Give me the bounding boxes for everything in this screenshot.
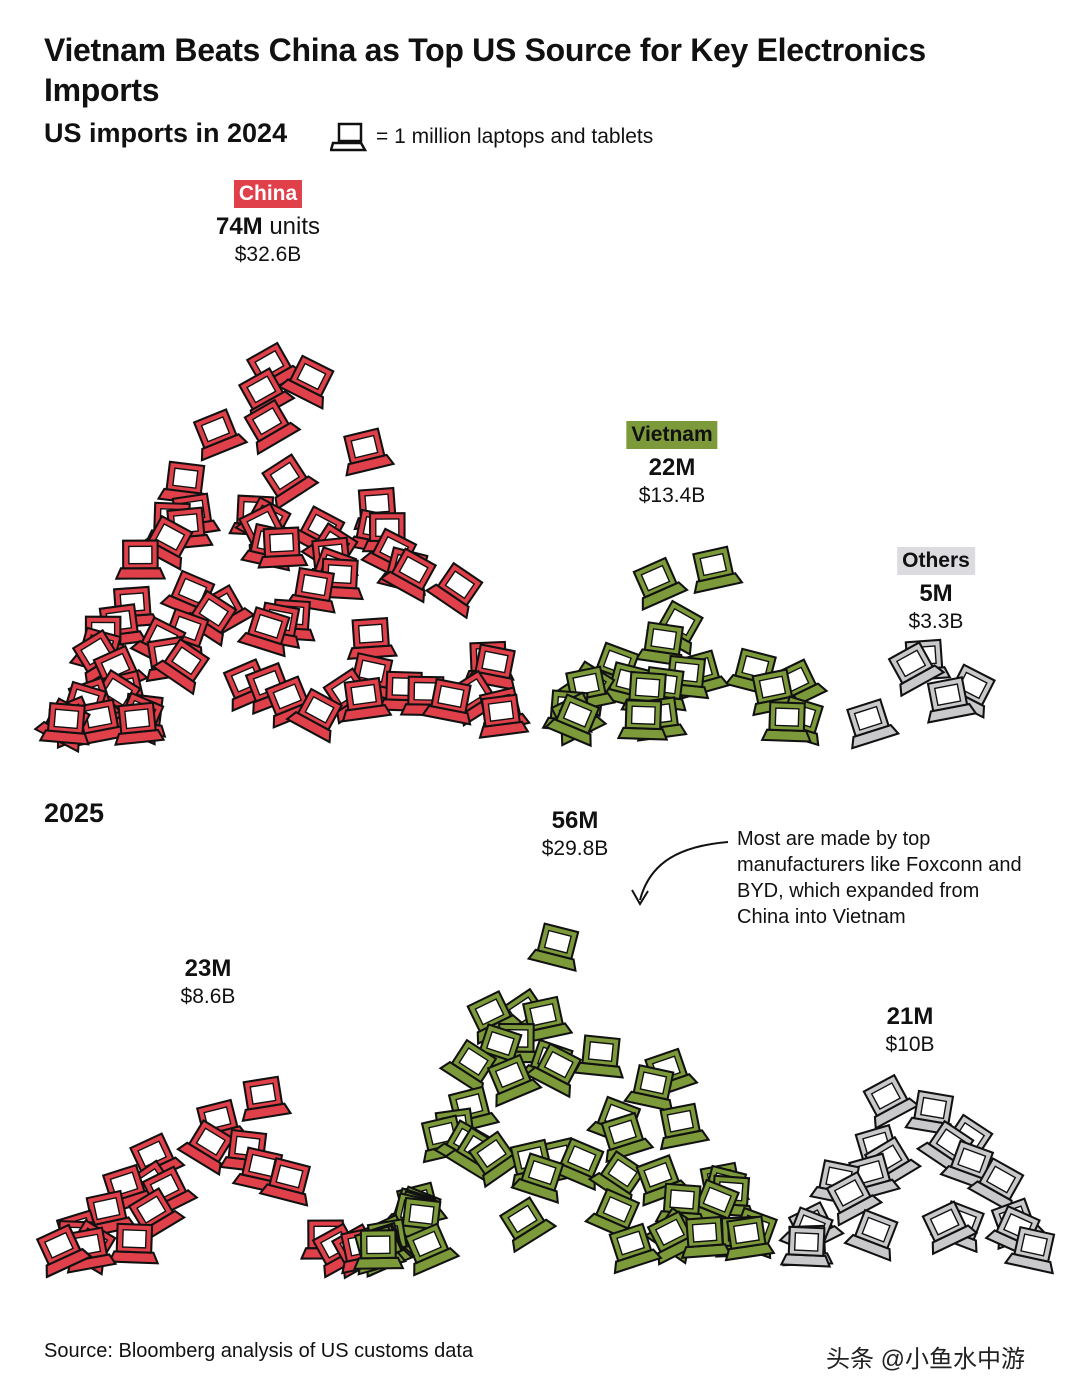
watermark: 头条 @小鱼水中游 bbox=[826, 1346, 1026, 1373]
units-2025-vietnam: 56M bbox=[551, 807, 599, 834]
laptop-others-2024-2 bbox=[887, 641, 946, 698]
tag-vietnam: Vietnam bbox=[626, 421, 718, 449]
laptop-vietnam-2024-21 bbox=[616, 699, 669, 741]
laptop-china-2024-48 bbox=[151, 637, 211, 696]
laptop-icon bbox=[330, 122, 368, 152]
year-2025-label: 2025 bbox=[44, 798, 105, 828]
laptop-china-2025-11 bbox=[85, 1189, 137, 1239]
laptop-china-2024-5 bbox=[192, 408, 249, 462]
laptop-china-2024-7 bbox=[261, 453, 320, 511]
laptop-others-2025-14 bbox=[921, 1200, 979, 1256]
laptop-vietnam-2025-56 bbox=[352, 1229, 405, 1270]
laptop-vietnam-2025-27 bbox=[510, 1152, 565, 1205]
laptop-china-2024-21 bbox=[257, 526, 309, 569]
laptop-vietnam-2025-51 bbox=[608, 1222, 663, 1275]
laptop-china-2025-12 bbox=[127, 1187, 187, 1245]
units-2024-others: 5M bbox=[919, 580, 953, 607]
tag-others: Others bbox=[897, 547, 975, 575]
laptop-china-2025-6 bbox=[231, 1146, 284, 1196]
laptop-china-2024-62 bbox=[420, 677, 472, 726]
laptop-vietnam-2025-7 bbox=[572, 1034, 625, 1079]
subtitle-2024: US imports in 2024 bbox=[44, 118, 288, 148]
value-2025-others: $10B bbox=[885, 1033, 935, 1056]
pile-2024-others bbox=[846, 638, 996, 750]
laptop-china-2024-6 bbox=[343, 427, 396, 477]
laptop-vietnam-2024-22 bbox=[760, 701, 812, 743]
laptop-others-2024-5 bbox=[846, 698, 901, 750]
units-2025-china: 23M bbox=[184, 955, 232, 982]
annotation-text: Most are made by top manufacturers like … bbox=[737, 828, 1022, 928]
laptop-vietnam-2025-13 bbox=[623, 1064, 675, 1113]
chart-title: Vietnam Beats China as Top US Source for… bbox=[44, 32, 926, 108]
laptop-vietnam-2025-10 bbox=[524, 1042, 583, 1099]
laptop-vietnam-2024-19 bbox=[544, 693, 601, 748]
label-2024-vietnam: Vietnam 22M $13.4B bbox=[626, 421, 718, 509]
laptop-vietnam-2025-41 bbox=[498, 1196, 558, 1254]
laptop-china-2024-4 bbox=[243, 398, 302, 456]
laptop-others-2025-21 bbox=[1003, 1225, 1056, 1275]
laptop-china-2024-30 bbox=[424, 561, 484, 620]
laptop-vietnam-2025-47 bbox=[724, 1215, 776, 1262]
units-suffix: units bbox=[269, 213, 321, 240]
legend-text: = 1 million laptops and tablets bbox=[376, 125, 654, 148]
laptop-china-2025-7 bbox=[258, 1156, 312, 1207]
laptop-china-2024-2 bbox=[277, 354, 335, 411]
laptop-vietnam-2025-52 bbox=[404, 1222, 461, 1277]
laptop-vietnam-2025-1 bbox=[526, 922, 580, 972]
laptop-china-2025-1 bbox=[241, 1075, 293, 1123]
laptop-china-2024-25 bbox=[114, 539, 167, 580]
pile-2024-china bbox=[33, 341, 531, 754]
legend: = 1 million laptops and tablets bbox=[330, 122, 653, 152]
pile-2025-vietnam bbox=[352, 922, 779, 1279]
tag-china: China bbox=[233, 180, 303, 208]
value-2024-others: $3.3B bbox=[908, 610, 964, 633]
laptop-others-2025-20 bbox=[779, 1225, 832, 1268]
laptop-others-2025-11 bbox=[825, 1170, 884, 1227]
laptop-china-2025-3 bbox=[176, 1119, 235, 1177]
units-2024-china: 74M bbox=[215, 213, 263, 240]
laptop-china-2025-16 bbox=[107, 1222, 160, 1265]
laptop-china-2025-22 bbox=[35, 1223, 93, 1279]
laptop-china-2024-42 bbox=[346, 617, 399, 660]
laptop-others-2024-4 bbox=[926, 676, 978, 724]
laptop-china-2024-60 bbox=[341, 676, 393, 723]
label-2024-others: Others 5M $3.3B bbox=[897, 547, 975, 635]
label-2025-china: 23M $8.6B bbox=[181, 950, 236, 1010]
laptop-vietnam-2024-1 bbox=[692, 545, 744, 595]
laptop-china-2024-68 bbox=[478, 693, 530, 739]
laptop-vietnam-2025-9 bbox=[438, 1038, 498, 1097]
value-2024-vietnam: $13.4B bbox=[638, 484, 706, 507]
laptop-china-2024-72 bbox=[114, 701, 166, 746]
units-2025-others: 21M bbox=[886, 1003, 934, 1030]
laptop-others-2025-10 bbox=[966, 1157, 1025, 1214]
label-2024-china: China 74M units $32.6B bbox=[216, 180, 320, 268]
value-2025-china: $8.6B bbox=[180, 985, 236, 1008]
laptop-vietnam-2024-2 bbox=[632, 556, 689, 612]
laptop-others-2025-18 bbox=[843, 1208, 899, 1262]
label-2025-others: 21M $10B bbox=[885, 998, 934, 1058]
laptop-others-2025-1 bbox=[862, 1073, 921, 1130]
value-2025-vietnam: $29.8B bbox=[541, 837, 609, 860]
laptop-china-2024-66 bbox=[285, 687, 343, 744]
pile-2025-others bbox=[778, 1073, 1056, 1275]
value-2024-china: $32.6B bbox=[234, 243, 302, 266]
laptop-china-2024-28 bbox=[379, 547, 438, 604]
source-note: Source: Bloomberg analysis of US customs… bbox=[44, 1340, 474, 1362]
laptop-china-2024-39 bbox=[236, 606, 291, 658]
pile-2025-china bbox=[35, 1075, 392, 1280]
laptop-china-2024-74 bbox=[38, 701, 90, 746]
pile-2024-vietnam bbox=[541, 545, 829, 748]
units-2024-vietnam: 22M bbox=[648, 454, 696, 481]
label-2025-vietnam: 56M $29.8B bbox=[542, 802, 609, 862]
laptop-vietnam-2025-16 bbox=[659, 1102, 711, 1151]
laptop-vietnam-2025-12 bbox=[486, 1053, 543, 1108]
